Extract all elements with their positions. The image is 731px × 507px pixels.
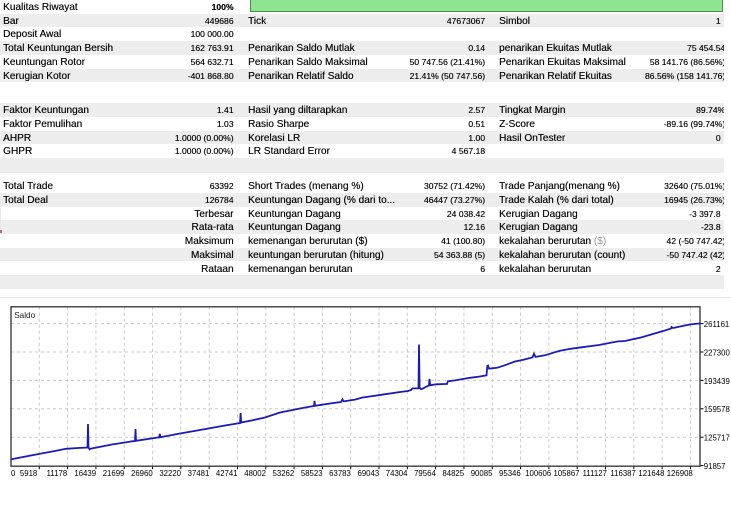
svg-text:111127: 111127 (583, 469, 607, 478)
svg-text:193439: 193439 (704, 377, 730, 386)
svg-text:69043: 69043 (357, 469, 379, 478)
svg-text:74304: 74304 (386, 469, 408, 478)
svg-text:58523: 58523 (301, 469, 323, 478)
svg-text:116387: 116387 (610, 469, 635, 478)
svg-text:48002: 48002 (244, 469, 266, 478)
svg-text:53262: 53262 (273, 469, 295, 478)
svg-text:42741: 42741 (216, 469, 238, 478)
svg-text:125717: 125717 (704, 434, 730, 443)
svg-text:Saldo: Saldo (14, 311, 35, 320)
svg-text:11178: 11178 (47, 469, 68, 478)
svg-text:26960: 26960 (131, 469, 153, 478)
svg-text:91857: 91857 (704, 462, 726, 471)
svg-text:261161: 261161 (704, 320, 729, 329)
svg-text:159578: 159578 (704, 405, 730, 414)
svg-text:105867: 105867 (553, 469, 579, 478)
svg-text:95346: 95346 (499, 469, 521, 478)
svg-text:90085: 90085 (471, 469, 493, 478)
svg-text:121648: 121648 (638, 469, 664, 478)
svg-text:21699: 21699 (103, 469, 125, 478)
svg-text:5918: 5918 (20, 469, 37, 478)
svg-text:16439: 16439 (74, 469, 96, 478)
svg-text:37481: 37481 (188, 469, 210, 478)
svg-text:63783: 63783 (329, 469, 351, 478)
svg-text:0: 0 (11, 469, 16, 478)
svg-text:100606: 100606 (525, 469, 551, 478)
svg-text:126908: 126908 (667, 469, 693, 478)
svg-text:32220: 32220 (159, 469, 181, 478)
svg-text:79564: 79564 (414, 469, 436, 478)
svg-text:84825: 84825 (442, 469, 464, 478)
svg-text:227300: 227300 (704, 348, 731, 357)
